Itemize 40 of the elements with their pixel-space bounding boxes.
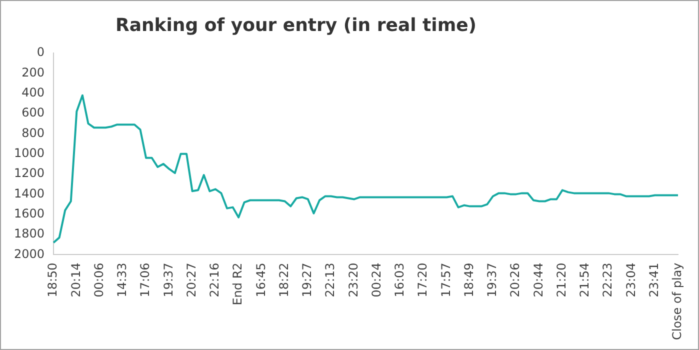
x-tick-label: 20:26	[508, 262, 522, 298]
y-tick-label: 2000	[14, 246, 45, 261]
y-tick-label: 1800	[14, 226, 45, 241]
x-tick-label: End R2	[230, 262, 245, 306]
x-tick-label: 19:27	[300, 262, 314, 298]
x-tick-label: 23:04	[624, 262, 638, 298]
x-tick-label: Close of play	[670, 262, 684, 340]
y-tick-label: 0	[36, 45, 45, 60]
y-tick-label: 400	[22, 85, 45, 100]
x-tick-label: 19:37	[485, 262, 500, 298]
x-tick-label: 21:54	[578, 262, 592, 298]
y-tick-label: 1000	[14, 146, 45, 160]
y-tick-label: 800	[22, 126, 45, 140]
x-tick-label: 17:06	[138, 262, 152, 298]
x-tick-label: 22:23	[600, 262, 615, 298]
y-tick-label: 200	[22, 65, 45, 80]
x-tick-label: 23:41	[646, 262, 661, 298]
x-tick-label: 22:13	[323, 262, 338, 298]
x-tick-label: 18:50	[46, 262, 60, 298]
x-tick-label: 18:49	[462, 262, 476, 298]
x-tick-label: 18:22	[276, 262, 291, 298]
x-tick-label: 21:20	[554, 262, 568, 298]
x-tick-label: 17:20	[416, 262, 430, 298]
y-tick-label: 600	[22, 106, 45, 120]
x-tick-label: 00:06	[92, 262, 106, 298]
y-tick-label: 1200	[14, 166, 45, 180]
x-tick-label: 23:20	[346, 262, 360, 298]
x-tick-label: 19:37	[161, 262, 176, 298]
x-tick-label: 20:14	[68, 262, 83, 298]
chart-title: Ranking of your entry (in real time)	[114, 15, 478, 36]
x-tick-label: 20:27	[184, 262, 198, 298]
x-tick-label: 17:57	[438, 262, 453, 298]
x-tick-label: 22:16	[208, 262, 222, 298]
y-tick-label: 1600	[14, 206, 45, 220]
y-tick-label: 1400	[14, 186, 45, 200]
x-tick-label: 14:33	[115, 262, 130, 298]
x-tick-label: 20:44	[531, 262, 546, 298]
x-tick-label: 00:24	[369, 262, 384, 298]
x-tick-label: 16:03	[392, 262, 407, 298]
x-tick-label: 16:45	[254, 262, 268, 298]
